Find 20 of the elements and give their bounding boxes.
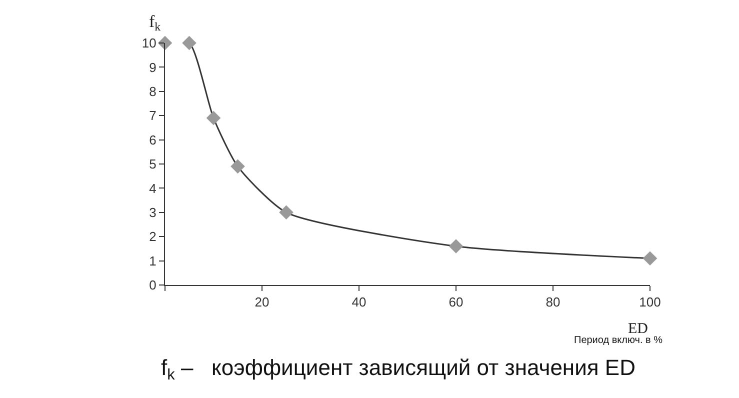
x-tick-label: 60 (448, 294, 464, 310)
text: Период включ. в % (574, 335, 663, 346)
text: f$_{k}$ – коэффициент зависящий от значения ED (161, 355, 636, 384)
y-axis-title: f$_{k}$ (149, 12, 161, 34)
x-tick-label: 20 (254, 294, 270, 310)
y-tick-label: 9 (149, 60, 156, 75)
y-tick-label: 3 (149, 204, 156, 220)
x-axis-title: ED (628, 321, 648, 337)
x-tick-label: 80 (546, 294, 560, 310)
y-tick-label: 5 (149, 156, 156, 172)
y-tick-label: 10 (142, 36, 156, 51)
y-tick-label: 6 (149, 132, 156, 148)
x-tick-label: 100 (639, 294, 661, 310)
y-tick-label: 2 (149, 229, 156, 244)
y-tick-label: 1 (149, 253, 156, 268)
y-tick-label: 7 (149, 108, 156, 124)
y-tick-label: 8 (149, 84, 156, 99)
y-tick-label: 0 (149, 278, 156, 293)
x-tick-label: 40 (352, 294, 366, 310)
y-tick-label: 4 (149, 180, 156, 196)
